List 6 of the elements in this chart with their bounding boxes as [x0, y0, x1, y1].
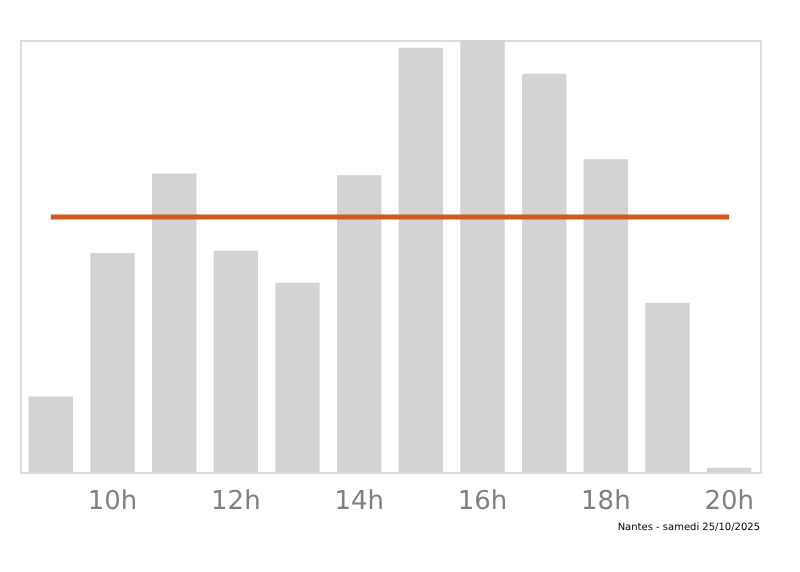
x-tick-label: 20h	[704, 487, 754, 517]
x-tick-label: 14h	[334, 487, 384, 517]
x-tick-label: 12h	[211, 487, 261, 517]
x-tick-label: 18h	[581, 487, 631, 517]
x-tick-label: 10h	[87, 487, 138, 517]
x-tick-label: 16h	[457, 487, 508, 517]
